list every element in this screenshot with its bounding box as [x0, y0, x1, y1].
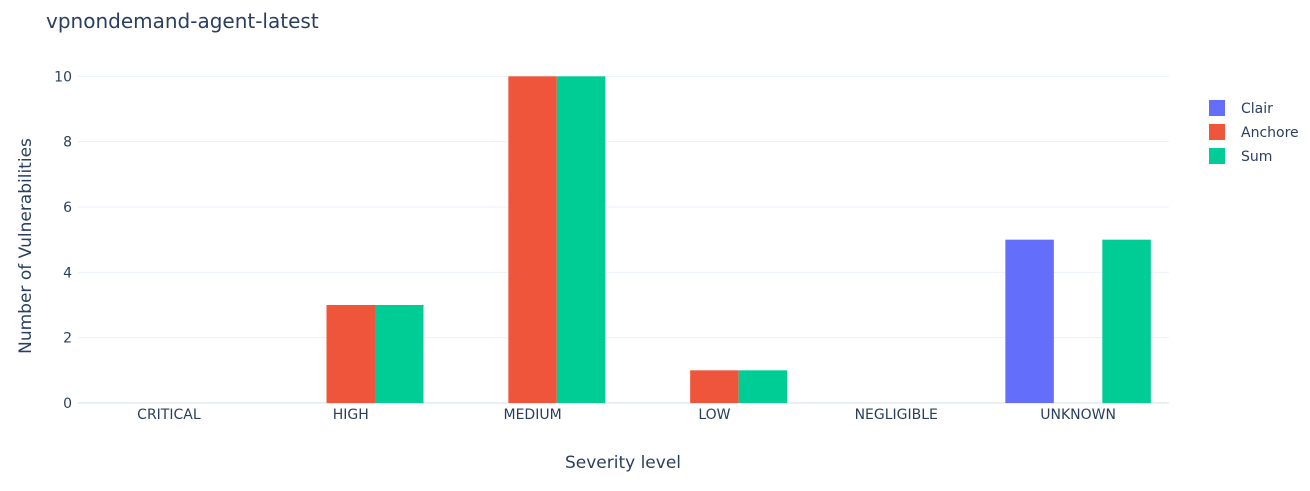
gridlines	[78, 75, 1169, 404]
x-tick-label: HIGH	[333, 407, 369, 423]
x-tick-label: NEGLIGIBLE	[855, 407, 938, 423]
bar-anchore-medium	[508, 76, 557, 403]
legend-swatch-clair	[1209, 100, 1225, 116]
bar-sum-high	[374, 305, 424, 403]
bar-anchore-high	[326, 305, 375, 403]
legend-label-clair: Clair	[1241, 101, 1273, 117]
bar-sum-medium	[556, 76, 606, 403]
x-tick-label: CRITICAL	[137, 407, 201, 423]
x-tick-label: UNKNOWN	[1040, 407, 1116, 423]
chart-title: vpnondemand-agent-latest	[46, 9, 319, 33]
y-tick-label: 2	[63, 331, 72, 347]
legend-label-sum: Sum	[1241, 149, 1272, 165]
x-tick-label: LOW	[698, 407, 730, 423]
x-axis-title: Severity level	[565, 453, 681, 473]
bars	[326, 76, 1151, 403]
legend-swatch-anchore	[1209, 124, 1225, 140]
bar-clair-unknown	[1005, 239, 1054, 403]
x-tick-label: MEDIUM	[503, 407, 561, 423]
x-tick-labels: CRITICAL HIGH MEDIUM LOW NEGLIGIBLE UNKNOWN	[137, 407, 1116, 423]
y-tick-labels: 0 2 4 6 8 10	[54, 69, 72, 412]
bar-anchore-low	[690, 370, 739, 403]
y-tick-label: 4	[63, 265, 72, 281]
legend: Clair Anchore Sum	[1209, 100, 1299, 165]
y-axis-title: Number of Vulnerabilities	[16, 138, 36, 354]
y-tick-label: 10	[54, 69, 72, 85]
y-tick-label: 8	[63, 135, 72, 151]
legend-swatch-sum	[1209, 148, 1225, 164]
y-tick-label: 0	[63, 396, 72, 412]
bar-sum-unknown	[1102, 239, 1151, 403]
legend-label-anchore: Anchore	[1241, 125, 1299, 141]
y-tick-label: 6	[63, 200, 72, 216]
bar-sum-low	[738, 370, 788, 403]
